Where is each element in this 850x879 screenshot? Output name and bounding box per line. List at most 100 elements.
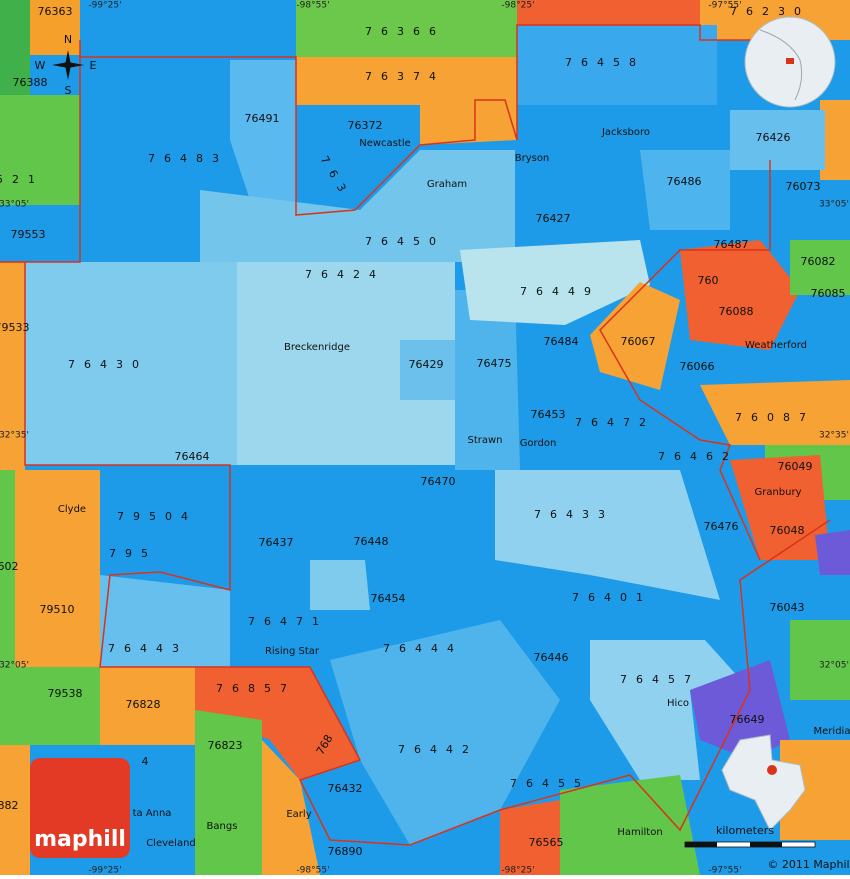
region xyxy=(700,380,850,445)
place-label: Hamilton xyxy=(617,827,662,838)
region xyxy=(495,470,720,600)
region xyxy=(500,800,570,875)
zip-label: 76444 xyxy=(383,642,463,655)
coordinate-label: -99°25' xyxy=(88,1,121,11)
place-label: Early xyxy=(286,809,311,820)
zip-label: 76066 xyxy=(680,360,715,373)
border xyxy=(24,262,831,846)
coordinate-label: -97°55' xyxy=(708,1,741,11)
scale-bar xyxy=(684,841,816,848)
place-label: Hico xyxy=(667,698,689,709)
zip-label: 76458 xyxy=(565,56,645,69)
region xyxy=(420,105,517,145)
zip-label: 76857 xyxy=(216,682,296,695)
zip-label: 79538 xyxy=(48,687,83,700)
zip-label: 521 xyxy=(0,173,44,186)
region xyxy=(0,667,100,745)
coordinate-label: -97°55' xyxy=(708,866,741,876)
coordinate-label: -98°25' xyxy=(501,866,534,876)
place-label: Strawn xyxy=(467,435,502,446)
region xyxy=(262,740,320,875)
compass xyxy=(52,50,84,80)
zip-label: 76372 xyxy=(348,119,383,132)
coordinate-label: -98°25' xyxy=(501,1,534,11)
region xyxy=(0,95,80,205)
region xyxy=(640,150,730,230)
place-label: Graham xyxy=(427,179,467,190)
zip-label: 76085 xyxy=(811,287,846,300)
zip-label: 76401 xyxy=(572,591,652,604)
region xyxy=(0,470,15,670)
region xyxy=(517,0,700,25)
border xyxy=(599,160,771,561)
zip-label: 795 xyxy=(109,547,157,560)
texas-inset xyxy=(721,734,806,831)
copyright: © 2011 Maphill xyxy=(767,858,850,871)
place-label: Rising Star xyxy=(265,646,320,657)
coordinate-label: 32°35' xyxy=(0,431,29,441)
place-label: Bangs xyxy=(207,821,238,832)
zip-label: 76565 xyxy=(529,836,564,849)
coordinate-label: 32°35' xyxy=(819,431,849,441)
region xyxy=(730,455,830,560)
region xyxy=(310,560,370,610)
zip-label: 76426 xyxy=(756,131,791,144)
place-label: Clyde xyxy=(58,504,86,515)
region xyxy=(0,0,30,95)
region xyxy=(0,262,25,470)
zip-label: 76430 xyxy=(68,358,148,371)
region xyxy=(0,745,30,875)
zip-label: 76448 xyxy=(354,535,389,548)
zip-label: 76486 xyxy=(667,175,702,188)
zip-label: 76453 xyxy=(531,408,566,421)
region xyxy=(230,60,296,215)
zip-label: 76484 xyxy=(544,335,579,348)
globe-outline xyxy=(759,29,803,101)
zip-label: 76374 xyxy=(365,70,445,83)
zip-label: 76464 xyxy=(175,450,210,463)
zip-label: 760 xyxy=(698,274,719,287)
zip-label: 76462 xyxy=(658,450,738,463)
place-label: ta Anna xyxy=(133,808,172,819)
zip-label: 76454 xyxy=(371,592,406,605)
scale-bar-segment xyxy=(685,842,717,847)
region xyxy=(730,110,825,170)
borders xyxy=(0,24,831,846)
region xyxy=(560,775,700,875)
place-label: Granbury xyxy=(754,487,801,498)
place-label: Weatherford xyxy=(745,340,807,351)
globe-marker xyxy=(786,58,794,64)
zip-label: 4 xyxy=(142,755,149,768)
region xyxy=(25,262,237,465)
region xyxy=(590,640,750,780)
region xyxy=(517,25,717,105)
region xyxy=(460,240,650,325)
place-label: Meridia xyxy=(814,726,850,737)
coordinate-label: 32°05' xyxy=(819,661,849,671)
place-label: Jacksboro xyxy=(601,127,650,138)
region xyxy=(790,240,850,295)
zip-label: 76491 xyxy=(245,112,280,125)
zip-label: 76472 xyxy=(575,416,655,429)
zip-label: 76487 xyxy=(714,238,749,251)
region xyxy=(195,710,262,875)
zip-label: 76049 xyxy=(778,460,813,473)
region xyxy=(455,290,520,470)
zip-label: 76429 xyxy=(409,358,444,371)
coordinate-label: 32°05' xyxy=(0,661,29,671)
zip-label: 76427 xyxy=(536,212,571,225)
region xyxy=(195,667,360,780)
brand-logo: maphill xyxy=(34,827,126,852)
texas-marker xyxy=(767,765,777,775)
place-label: Cleveland xyxy=(146,838,196,849)
zip-label: 76828 xyxy=(126,698,161,711)
border xyxy=(79,24,760,216)
zip-label: 76082 xyxy=(801,255,836,268)
zip-label: 76432 xyxy=(328,782,363,795)
region xyxy=(815,530,850,575)
region xyxy=(400,340,455,400)
zip-label: 76446 xyxy=(534,651,569,664)
zip-label: 76449 xyxy=(520,285,600,298)
